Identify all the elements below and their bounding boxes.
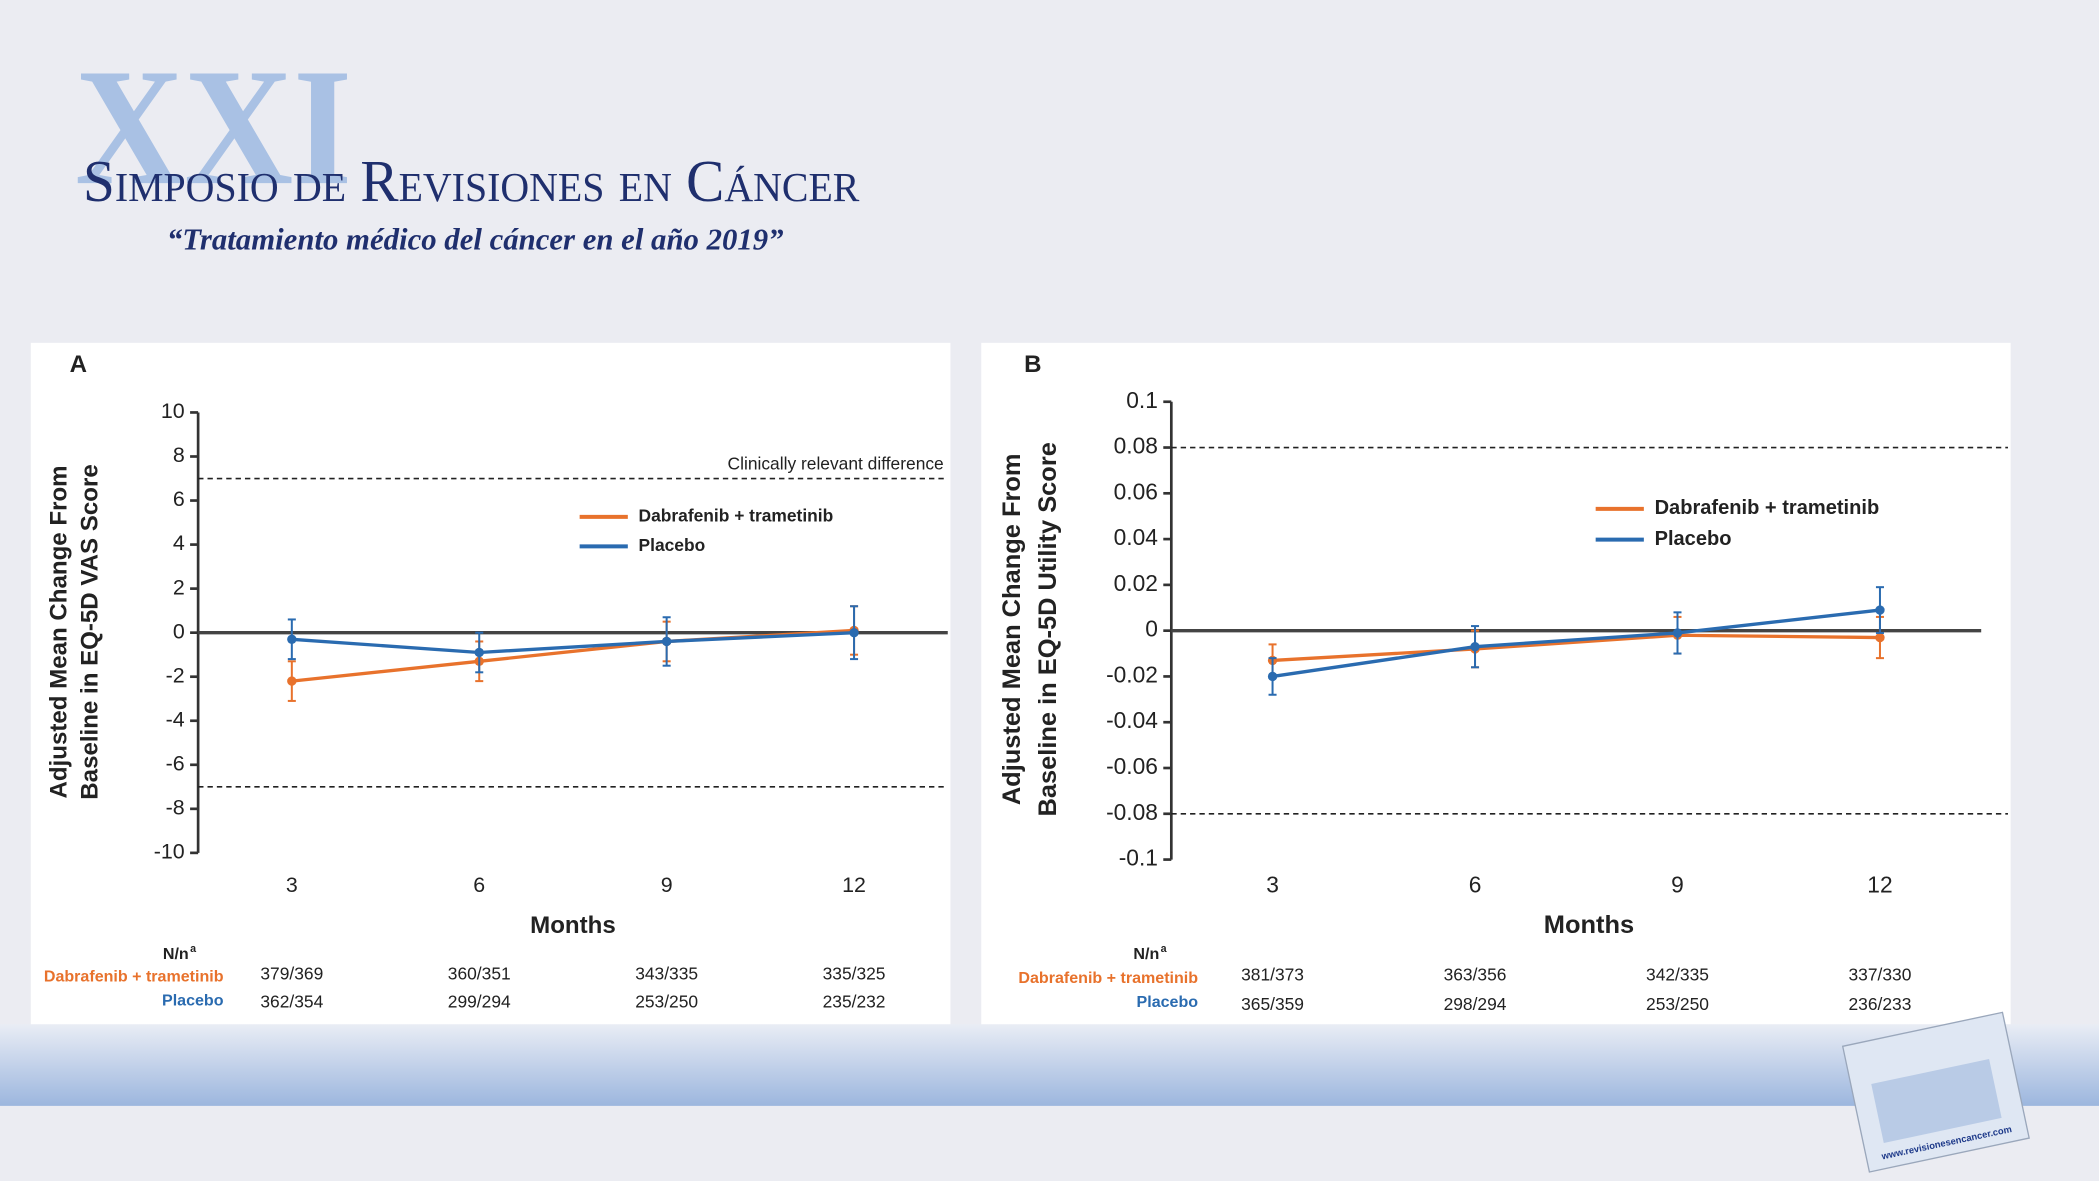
table-cell: 235/232	[823, 991, 886, 1011]
y-tick-label: -6	[166, 751, 185, 775]
y-axis-label: Baseline in EQ-5D VAS Score	[76, 464, 103, 799]
panel-b	[981, 342, 2011, 1025]
legend-label: Placebo	[639, 535, 706, 555]
book-art	[1871, 1058, 2002, 1143]
series-line	[1272, 608, 1881, 679]
table-row-label: Placebo	[1137, 993, 1199, 1011]
y-tick-label: 0.04	[1114, 524, 1158, 550]
panel-label: A	[70, 351, 87, 378]
table-header: N/n	[163, 945, 189, 963]
y-tick-label: 0.02	[1114, 570, 1158, 596]
table-cell: 236/233	[1849, 994, 1912, 1014]
y-tick-label: -0.04	[1106, 707, 1158, 733]
table-cell: 379/369	[260, 963, 323, 983]
y-tick-label: -0.1	[1119, 845, 1158, 871]
panel-a	[30, 342, 951, 1025]
y-tick-label: 0	[173, 619, 185, 643]
table-header-note: a	[190, 943, 197, 955]
table-cell: 335/325	[823, 963, 886, 983]
table-cell: 299/294	[448, 991, 511, 1011]
x-tick-label: 3	[1266, 871, 1279, 897]
table-cell: 362/354	[260, 991, 323, 1011]
annotation: Clinically relevant difference	[728, 453, 944, 473]
point	[1875, 632, 1885, 643]
table-row-label: Dabrafenib + trametinib	[1018, 969, 1198, 987]
table-cell: 343/335	[635, 963, 698, 983]
table-row-label: Placebo	[162, 992, 224, 1010]
table-cell: 360/351	[448, 963, 511, 983]
header-numeral: XXI	[75, 35, 352, 220]
point	[287, 634, 297, 644]
table-row-label: Dabrafenib + trametinib	[44, 968, 224, 986]
y-tick-label: 0	[1145, 616, 1158, 642]
y-tick-label: 8	[173, 443, 185, 467]
y-tick-label: 6	[173, 487, 185, 511]
y-tick-label: 0.06	[1114, 478, 1158, 504]
x-tick-label: 12	[1867, 871, 1892, 897]
y-tick-label: -0.02	[1106, 661, 1158, 687]
x-tick-label: 6	[473, 873, 485, 897]
point	[1267, 671, 1278, 682]
x-tick-label: 6	[1469, 871, 1482, 897]
y-axis-label: Adjusted Mean Change From	[998, 453, 1026, 805]
x-tick-label: 9	[661, 873, 673, 897]
y-tick-label: 0.08	[1114, 433, 1158, 459]
table-header-note: a	[1161, 943, 1168, 955]
y-tick-label: 2	[173, 575, 185, 599]
y-tick-label: 10	[161, 399, 185, 423]
y-tick-label: 0.1	[1126, 387, 1158, 413]
x-tick-label: 12	[842, 873, 866, 897]
y-tick-label: -8	[166, 795, 185, 819]
table-header: N/n	[1133, 945, 1159, 963]
y-tick-label: -0.08	[1106, 799, 1158, 825]
x-axis-label: Months	[530, 912, 616, 939]
point	[1875, 605, 1885, 615]
x-axis-label: Months	[1544, 911, 1634, 939]
legend-label: Placebo	[1655, 528, 1732, 550]
legend-label: Dabrafenib + trametinib	[1655, 497, 1880, 519]
table-cell: 337/330	[1849, 965, 1912, 985]
y-tick-label: -10	[154, 840, 185, 864]
table-cell: 363/356	[1444, 965, 1507, 985]
y-tick-label: 4	[173, 531, 185, 555]
table-cell: 253/250	[1646, 994, 1709, 1014]
table-cell: 298/294	[1444, 994, 1507, 1014]
y-tick-label: -2	[166, 663, 185, 687]
point	[849, 627, 859, 638]
point	[1672, 628, 1683, 638]
table-cell: 253/250	[635, 991, 698, 1011]
point	[1470, 641, 1480, 652]
point	[661, 636, 672, 647]
bottom-band	[0, 1024, 2099, 1106]
header-subtitle: “Tratamiento médico del cáncer en el año…	[167, 223, 784, 257]
point	[474, 647, 484, 658]
book: www.revisionesencancer.com	[1841, 1011, 2030, 1173]
header-title: Simposio de Revisiones en Cáncer	[83, 149, 860, 214]
y-tick-label: -0.06	[1106, 753, 1158, 779]
point	[287, 676, 297, 686]
y-axis-label: Adjusted Mean Change From	[46, 465, 73, 798]
table-cell: 342/335	[1646, 965, 1709, 985]
legend-label: Dabrafenib + trametinib	[639, 505, 834, 525]
x-tick-label: 3	[286, 873, 298, 897]
series-line	[1272, 633, 1880, 663]
table-cell: 381/373	[1241, 965, 1304, 985]
x-tick-label: 9	[1671, 871, 1684, 897]
y-axis-label: Baseline in EQ-5D Utility Score	[1034, 442, 1062, 816]
y-tick-label: -4	[166, 707, 185, 731]
panel-label: B	[1024, 351, 1041, 378]
table-cell: 365/359	[1241, 994, 1304, 1014]
series-line	[291, 630, 855, 655]
